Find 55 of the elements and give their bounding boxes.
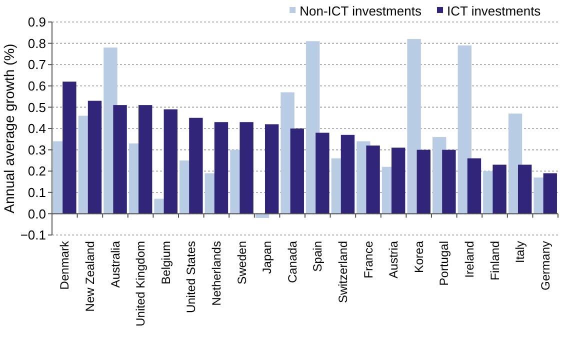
x-tick-label: Australia <box>108 240 122 288</box>
x-tick-label: Switzerland <box>336 241 350 304</box>
bar <box>492 164 506 214</box>
y-tick-label: 0.2 <box>28 164 46 179</box>
y-tick-label: 0.3 <box>28 142 46 158</box>
bar <box>138 105 152 214</box>
bar <box>240 122 254 214</box>
x-tick-label: Canada <box>285 240 300 284</box>
legend-label: ICT investments <box>447 4 542 19</box>
bar <box>442 150 456 214</box>
bar <box>543 173 557 214</box>
bar <box>214 122 228 214</box>
x-tick-label: Austria <box>386 240 401 278</box>
x-tick-label: United Kingdom <box>134 241 148 326</box>
x-tick-label: Portugal <box>437 241 452 286</box>
x-tick-label: Germany <box>538 241 552 290</box>
y-tick-label: 0.8 <box>28 36 46 51</box>
bar <box>366 146 380 214</box>
x-tick-label: Italy <box>513 241 528 264</box>
y-tick-label: −0.1 <box>20 228 46 243</box>
bar <box>316 132 330 214</box>
bar <box>391 148 406 214</box>
x-tick-label: Korea <box>412 240 426 274</box>
y-tick-label: 0.0 <box>28 206 46 222</box>
y-tick-label: 0.7 <box>28 57 46 72</box>
y-tick-label: 0.5 <box>28 100 46 115</box>
x-tick-label: Japan <box>260 241 274 274</box>
y-tick-label: 0.9 <box>28 14 46 30</box>
x-tick-label: New Zealand <box>82 241 97 312</box>
bar <box>290 128 304 214</box>
bar <box>264 124 279 214</box>
x-tick-label: Denmark <box>58 240 72 290</box>
y-axis-title: Annual average growth (%) <box>1 44 17 214</box>
x-tick-label: Sweden <box>234 241 249 284</box>
bar <box>467 158 482 214</box>
x-tick-label: United States <box>184 241 198 314</box>
x-tick-label: Spain <box>310 241 325 272</box>
bar <box>113 105 127 214</box>
bar <box>255 214 270 218</box>
bar <box>88 100 102 214</box>
bar <box>518 164 532 214</box>
x-tick-label: France <box>361 240 376 278</box>
x-tick-label: Belgium <box>158 241 173 284</box>
y-tick-label: 0.4 <box>28 121 46 136</box>
legend-label: Non-ICT investments <box>300 4 422 19</box>
y-tick-label: 0.6 <box>28 78 46 94</box>
bar <box>62 82 76 214</box>
bar <box>164 109 178 214</box>
x-tick-label: Ireland <box>462 241 476 278</box>
bar <box>340 134 355 214</box>
bar <box>416 150 430 214</box>
y-tick-label: 0.1 <box>28 184 46 200</box>
x-tick-label: Netherlands <box>209 241 224 306</box>
bar <box>189 118 203 214</box>
x-tick-label: Finland <box>488 241 502 280</box>
